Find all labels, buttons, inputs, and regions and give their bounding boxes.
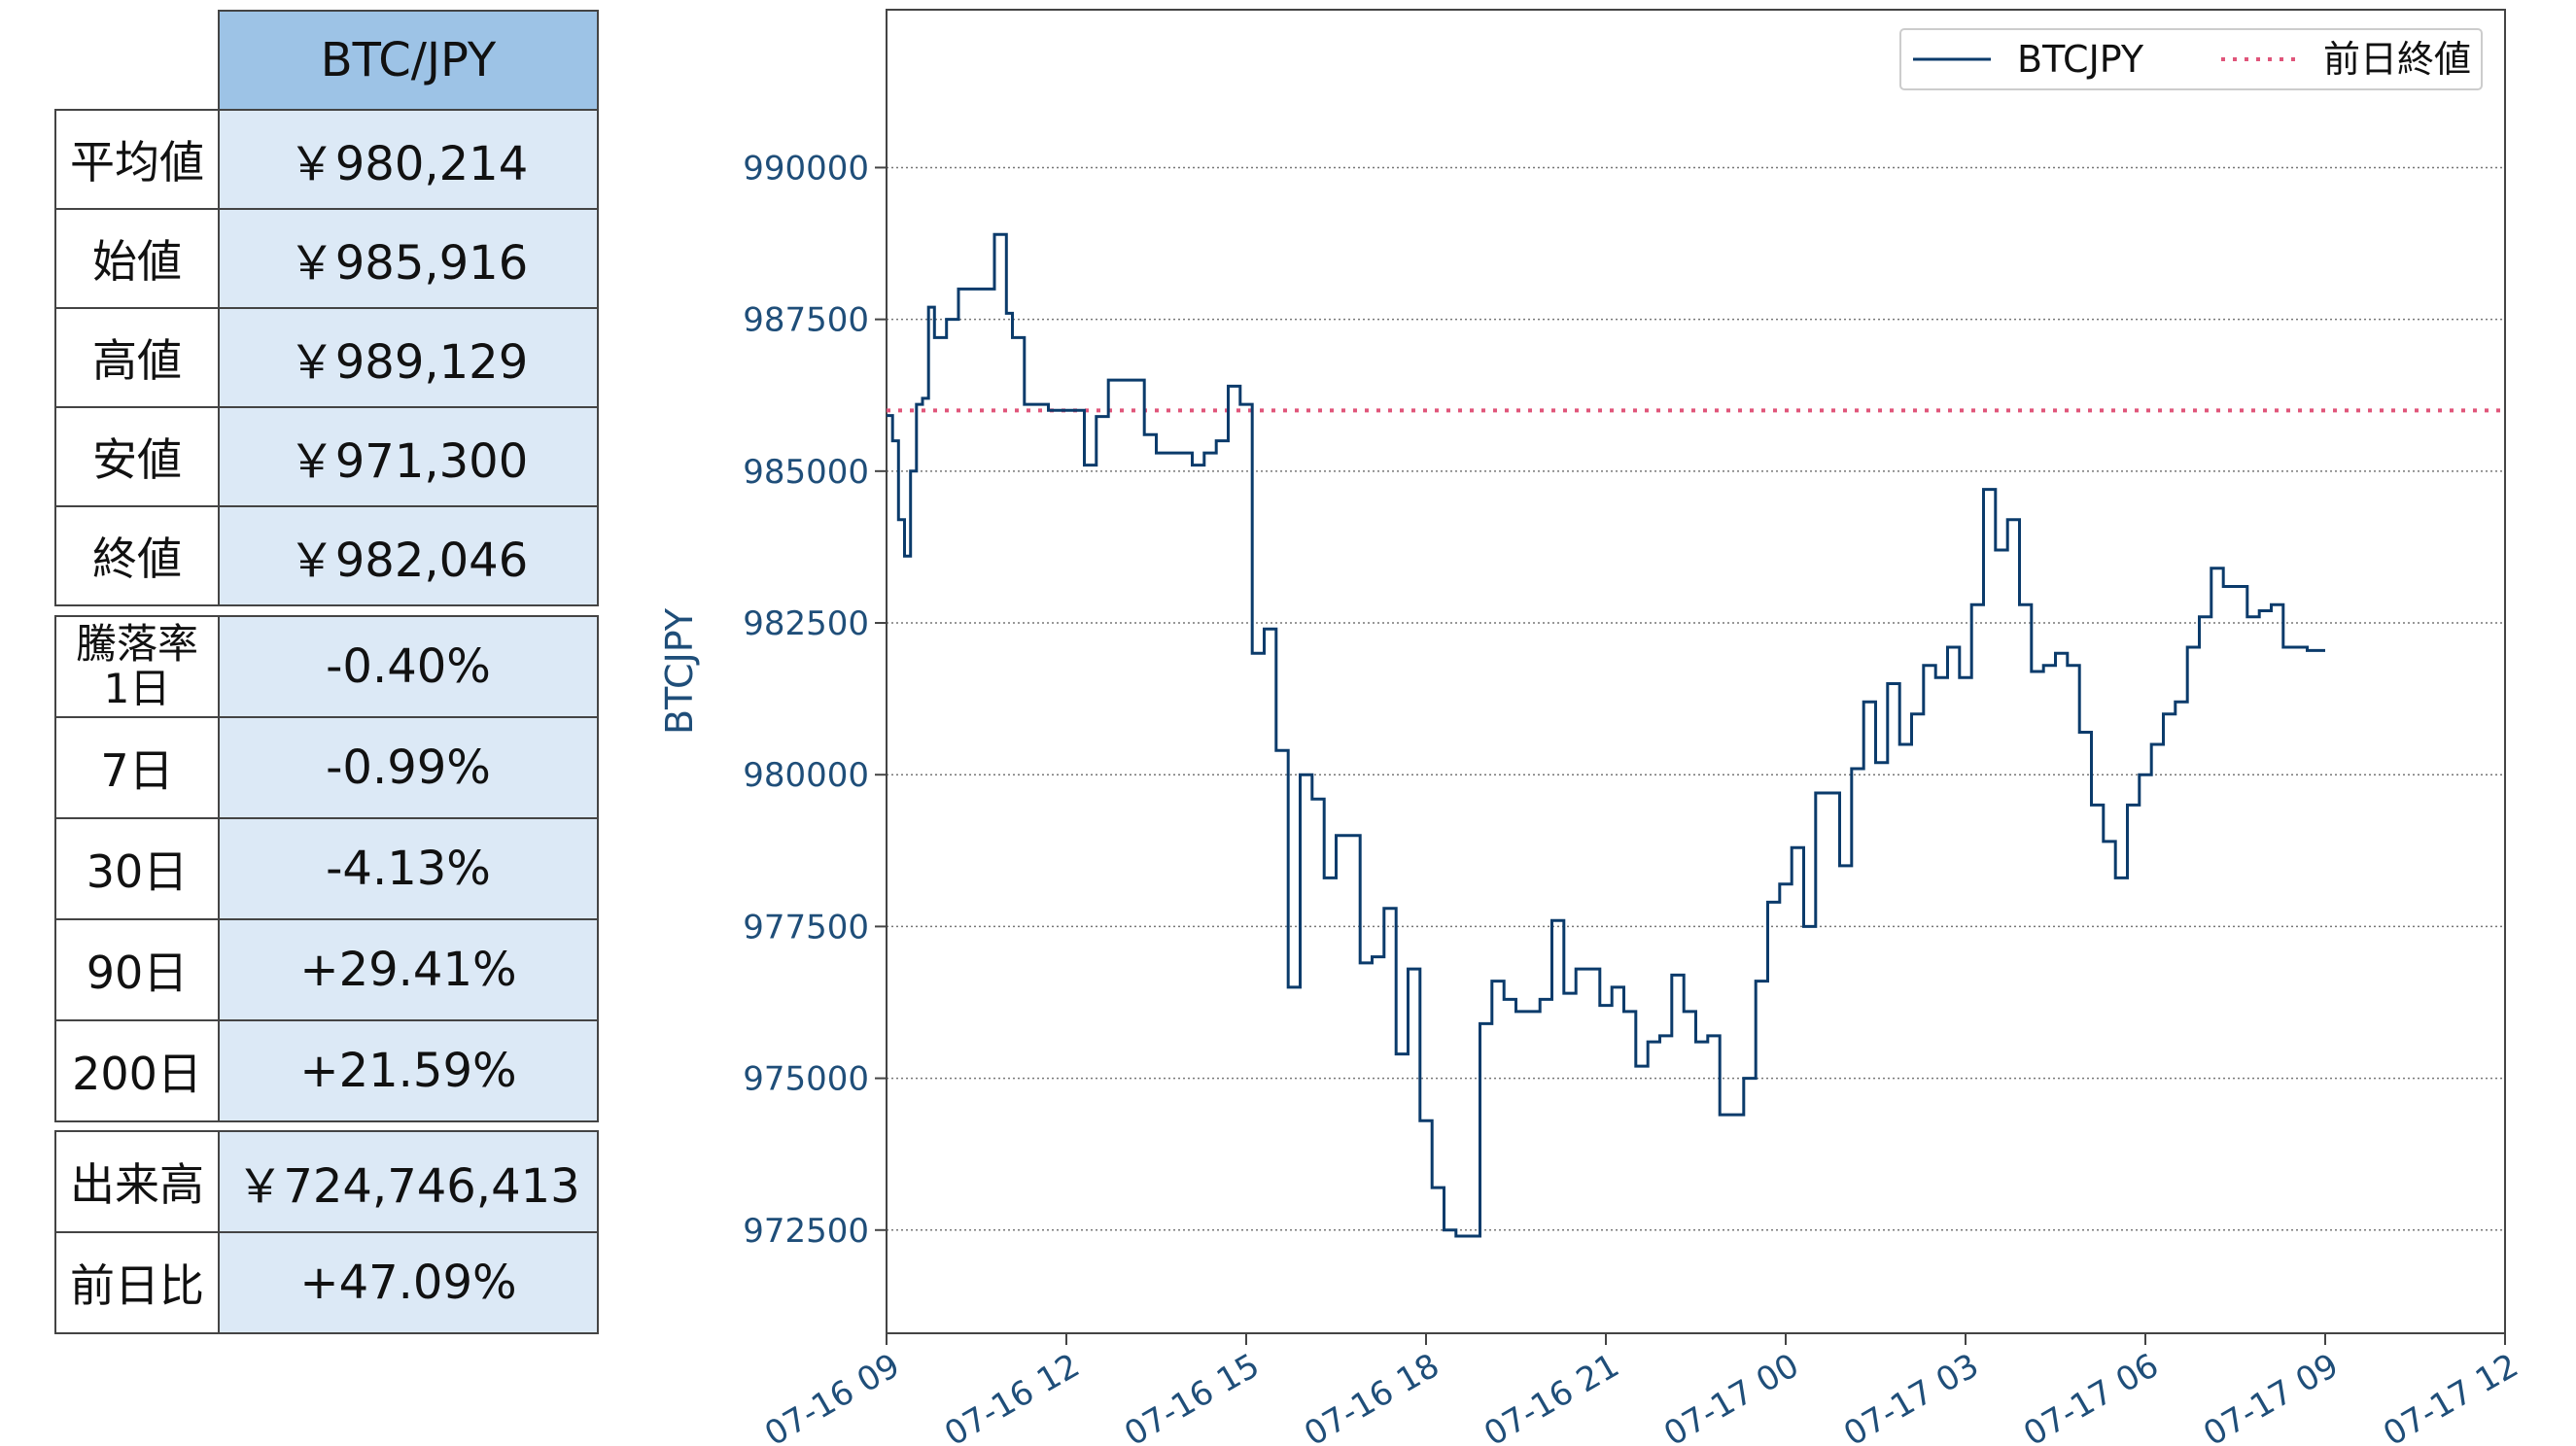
btcjpy-series-line [887, 232, 2325, 1238]
y-axis-label: BTCJPY [658, 607, 701, 735]
row-value: +47.09% [218, 1231, 599, 1334]
row-value: ￥724,746,413 [218, 1130, 599, 1233]
row-label: 7日 [54, 716, 220, 819]
row-label: 高値 [54, 307, 220, 408]
x-tick-label: 07-17 06 [2017, 1346, 2165, 1446]
x-tick-label: 07-17 00 [1657, 1346, 1805, 1446]
y-tick-label: 980000 [743, 756, 869, 795]
row-label: 始値 [54, 208, 220, 309]
grid-lines [887, 166, 2505, 1231]
row-label: 30日 [54, 817, 220, 920]
y-tick-label: 987500 [743, 301, 869, 340]
header-cell: BTC/JPY [218, 10, 599, 111]
plot-frame [886, 9, 2506, 1334]
y-tick-label: 990000 [743, 149, 869, 188]
row-label: 終値 [54, 505, 220, 606]
legend-label-prev-close: 前日終値 [2323, 38, 2471, 81]
volume-table: 出来高 ￥724,746,413 前日比 +47.09% [54, 1130, 599, 1334]
row-value: ￥985,916 [218, 208, 599, 309]
x-tick-label: 07-16 09 [758, 1346, 906, 1446]
row-label: 安値 [54, 406, 220, 507]
legend-box [1899, 28, 2483, 90]
row-value: ￥971,300 [218, 406, 599, 507]
row-label: 200日 [54, 1019, 220, 1122]
x-tick-label: 07-16 18 [1298, 1346, 1445, 1446]
row-label-line: 騰落率 [75, 620, 198, 668]
x-tick-label: 07-16 21 [1478, 1346, 1625, 1446]
row-value: +29.41% [218, 918, 599, 1021]
row-value: +21.59% [218, 1019, 599, 1122]
row-label: 前日比 [54, 1231, 220, 1334]
y-tick-label: 977500 [743, 908, 869, 947]
x-tick-label: 07-17 12 [2377, 1346, 2524, 1446]
row-value: ￥989,129 [218, 307, 599, 408]
legend: BTCJPY 前日終値 [1899, 28, 2483, 90]
row-label: 90日 [54, 918, 220, 1021]
y-axis: 972500 975000 977500 980000 982500 985000 9875… [743, 149, 887, 1251]
x-tick-label: 07-16 12 [938, 1346, 1086, 1446]
x-axis: 07-16 09 07-16 12 07-16 15 07-16 18 07-16 21… [758, 1333, 2525, 1446]
row-label-line: 1日 [103, 665, 171, 712]
y-tick-label: 972500 [743, 1212, 869, 1251]
header-blank-cell [55, 11, 219, 110]
y-tick-label: 985000 [743, 453, 869, 492]
row-label: 騰落率 1日 [54, 615, 220, 718]
x-tick-label: 07-17 03 [1837, 1346, 1985, 1446]
row-label: 平均値 [54, 109, 220, 210]
summary-table: BTC/JPY 平均値 ￥980,214 始値 ￥985,916 高値 ￥989… [54, 10, 599, 606]
row-value: -0.99% [218, 716, 599, 819]
row-value: -0.40% [218, 615, 599, 718]
change-rate-table: 騰落率 1日 -0.40% 7日 -0.99% 30日 -4.13% 90日 +… [54, 615, 599, 1122]
row-value: -4.13% [218, 817, 599, 920]
row-label: 出来高 [54, 1130, 220, 1233]
x-tick-label: 07-17 09 [2197, 1346, 2345, 1446]
row-value: ￥980,214 [218, 109, 599, 210]
row-value: ￥982,046 [218, 505, 599, 606]
y-tick-label: 975000 [743, 1060, 869, 1099]
legend-label-btcjpy: BTCJPY [2017, 38, 2144, 81]
x-tick-label: 07-16 15 [1118, 1346, 1266, 1446]
y-tick-label: 982500 [743, 604, 869, 643]
